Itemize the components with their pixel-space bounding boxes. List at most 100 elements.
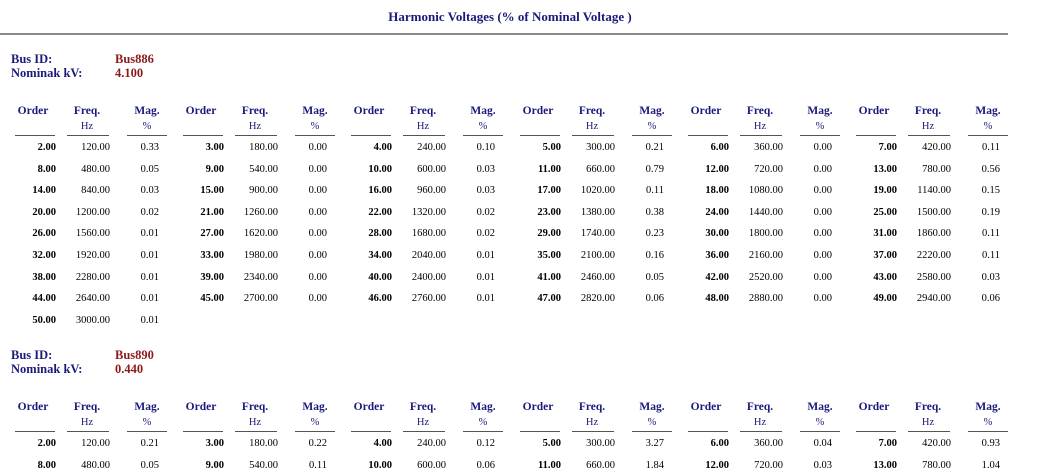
mag-value: 0.00 <box>813 206 832 218</box>
order-value: 49.00 <box>873 293 897 305</box>
header-freq: Freq. Hz <box>235 104 275 134</box>
mag-value: 0.05 <box>645 271 664 283</box>
header-freq: Freq. Hz <box>235 400 275 430</box>
order-value: 2.00 <box>37 142 56 153</box>
mag-value: 0.00 <box>308 185 327 197</box>
freq-value: 2640.00 <box>75 293 110 305</box>
mag-value: 0.00 <box>813 228 832 240</box>
header-underline <box>632 135 672 136</box>
header-underline <box>800 431 840 432</box>
data-row: 14.00 840.00 0.03 15.00 900.00 0.00 16.00 960.0… <box>0 180 1010 201</box>
freq-value: 1620.00 <box>243 228 278 240</box>
mag-value: 0.03 <box>476 185 495 197</box>
header-mag: Mag.% <box>970 400 1006 430</box>
header-mag-unit: % <box>647 417 657 428</box>
order-value: 2.00 <box>37 438 56 449</box>
header-underline <box>688 135 728 136</box>
order-value: 31.00 <box>873 228 897 240</box>
header-freq-label: Freq. <box>914 105 942 117</box>
header-order: Order <box>522 401 554 413</box>
order-value: 5.00 <box>542 438 561 449</box>
header-underline <box>183 431 223 432</box>
freq-value: 1200.00 <box>75 206 110 218</box>
header-underline <box>295 135 335 136</box>
header-freq-unit: Hz <box>753 121 767 132</box>
order-value: 6.00 <box>710 142 729 153</box>
mag-value: 0.00 <box>813 142 832 153</box>
mag-value: 0.11 <box>646 185 664 197</box>
bus-labels: Bus ID: Nominak kV: <box>11 52 82 80</box>
order-value: 47.00 <box>537 293 561 305</box>
mag-value: 0.00 <box>813 185 832 197</box>
header-order: Order <box>185 105 217 117</box>
mag-value: 0.00 <box>813 271 832 283</box>
order-value: 44.00 <box>32 293 56 305</box>
data-row: 38.00 2280.00 0.01 39.00 2340.00 0.00 40.00 240… <box>0 267 1010 288</box>
order-value: 45.00 <box>200 293 224 305</box>
header-freq: Freq. Hz <box>572 400 612 430</box>
header-freq: Freq. Hz <box>67 104 107 134</box>
order-value: 12.00 <box>705 163 729 175</box>
order-value: 41.00 <box>537 271 561 283</box>
header-underline <box>463 135 503 136</box>
header-underline <box>351 135 391 136</box>
freq-value: 240.00 <box>417 142 446 153</box>
freq-value: 1560.00 <box>75 228 110 240</box>
order-value: 18.00 <box>705 185 729 197</box>
order-value: 5.00 <box>542 142 561 153</box>
order-value: 8.00 <box>37 459 56 471</box>
header-mag-label: Mag. <box>302 401 328 413</box>
header-order: Order <box>185 401 217 413</box>
order-value: 22.00 <box>368 206 392 218</box>
header-freq-label: Freq. <box>241 105 269 117</box>
header-freq-label: Freq. <box>578 105 606 117</box>
header-order: Order <box>690 401 722 413</box>
order-value: 28.00 <box>368 228 392 240</box>
order-value: 14.00 <box>32 185 56 197</box>
data-row: 50.00 3000.00 0.01 <box>0 310 1010 331</box>
header-freq-unit: Hz <box>753 417 767 428</box>
header-underline <box>403 135 445 136</box>
header-mag: Mag.% <box>634 400 670 430</box>
header-underline <box>351 431 391 432</box>
freq-value: 960.00 <box>417 185 446 197</box>
mag-value: 0.01 <box>476 293 495 305</box>
freq-value: 1500.00 <box>916 206 951 218</box>
order-value: 27.00 <box>200 228 224 240</box>
header-freq-label: Freq. <box>73 401 101 413</box>
mag-value: 0.01 <box>140 293 159 305</box>
nominal-kv-value: 0.440 <box>115 362 144 376</box>
header-mag: Mag.% <box>465 104 501 134</box>
order-value: 6.00 <box>710 438 729 449</box>
header-mag-unit: % <box>647 121 657 132</box>
header-mag-label: Mag. <box>470 105 496 117</box>
mag-value: 0.06 <box>981 293 1000 305</box>
mag-value: 0.00 <box>308 271 327 283</box>
header-underline <box>403 431 445 432</box>
order-value: 29.00 <box>537 228 561 240</box>
header-underline <box>520 135 560 136</box>
mag-value: 0.00 <box>308 142 327 153</box>
freq-value: 2940.00 <box>916 293 951 305</box>
header-mag: Mag.% <box>634 104 670 134</box>
freq-value: 2280.00 <box>75 271 110 283</box>
freq-value: 2460.00 <box>580 271 615 283</box>
header-freq-unit: Hz <box>585 417 599 428</box>
mag-value: 0.79 <box>645 163 664 175</box>
header-freq: Freq. Hz <box>67 400 107 430</box>
nominal-kv-label: Nominak kV: <box>11 66 83 80</box>
freq-value: 600.00 <box>417 459 446 471</box>
freq-value: 180.00 <box>249 142 278 153</box>
header-underline <box>688 431 728 432</box>
order-value: 11.00 <box>537 163 561 175</box>
order-value: 20.00 <box>32 206 56 218</box>
order-value: 9.00 <box>205 163 224 175</box>
order-value: 3.00 <box>205 438 224 449</box>
bus-id-value: Bus886 <box>115 52 154 66</box>
header-freq-unit: Hz <box>921 121 935 132</box>
header-underline <box>908 135 950 136</box>
header-freq-label: Freq. <box>746 105 774 117</box>
mag-value: 0.05 <box>140 459 159 471</box>
header-mag-unit: % <box>142 121 152 132</box>
order-value: 37.00 <box>873 250 897 261</box>
